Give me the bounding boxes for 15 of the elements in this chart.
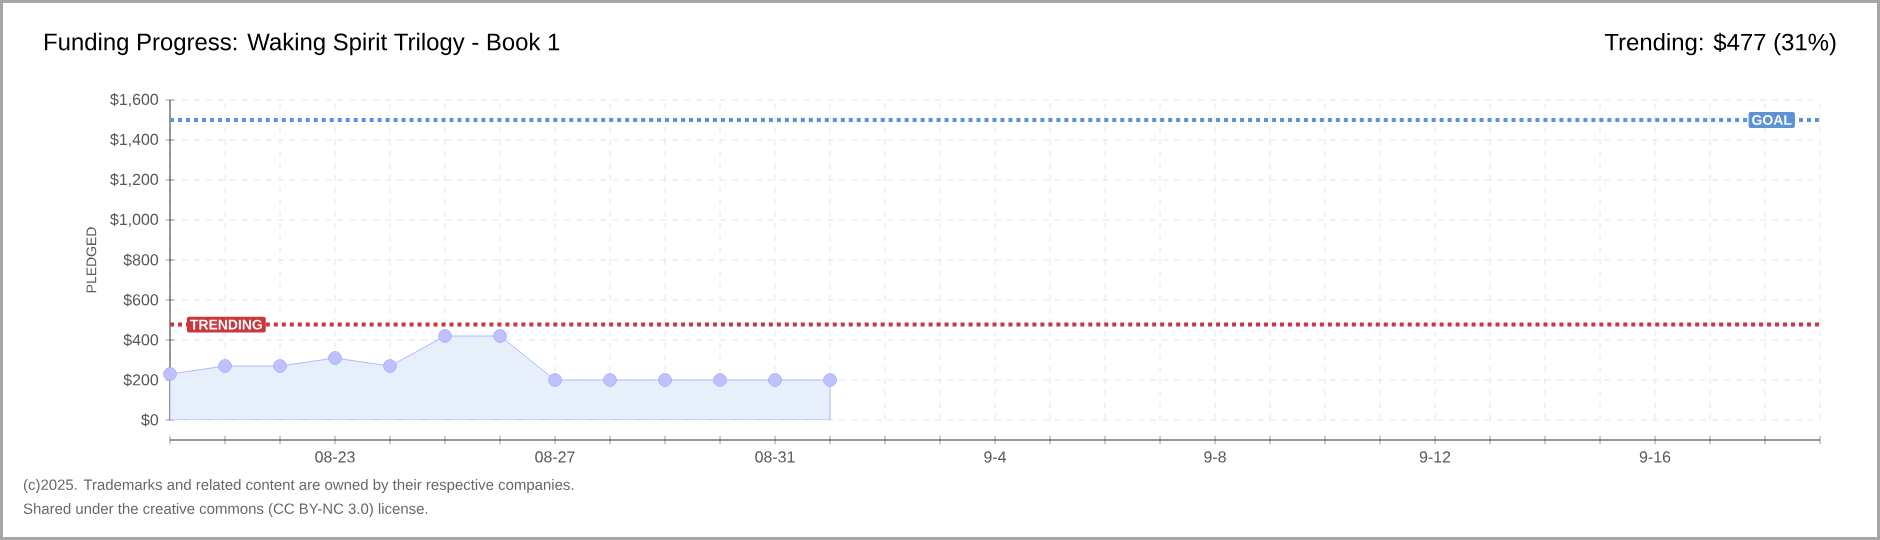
point (163, 367, 177, 381)
point (768, 373, 782, 387)
point (383, 359, 397, 373)
chart-title: Funding Progress: Waking Spirit Trilogy - Book 1 (45, 32, 560, 56)
point (713, 373, 727, 387)
point (548, 373, 562, 387)
point (438, 329, 452, 343)
point (658, 373, 672, 387)
text: Trending: $477 (31%) (1604, 32, 1836, 56)
point (328, 351, 342, 365)
point (273, 359, 287, 373)
point (823, 373, 837, 387)
point (603, 373, 617, 387)
point (493, 329, 507, 343)
point (218, 359, 232, 373)
